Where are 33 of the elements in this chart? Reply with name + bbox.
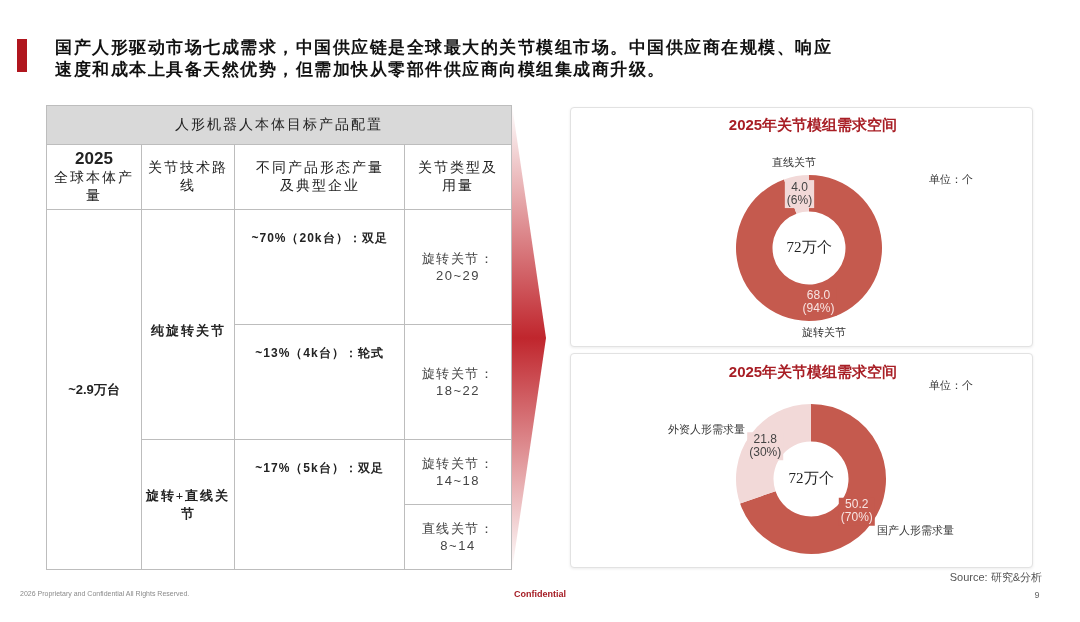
text: 直线关节：8~14 <box>421 521 495 553</box>
chart-title: 2025年关节模组需求空间 <box>728 116 898 134</box>
text: 人形机器人本体目标产品配置 <box>46 105 512 145</box>
text: 旋转+直线关节 <box>145 487 231 521</box>
text: ~2.9万台 <box>68 381 120 397</box>
text: 9 <box>1033 590 1041 600</box>
data-label: 68.0 (94%) <box>802 287 835 315</box>
text: ~13%（4k台）：轮式 <box>255 346 384 360</box>
slice-label: 直线关节 <box>772 156 817 169</box>
text: 2025 <box>74 149 114 169</box>
text: 关节类型及用量 <box>418 160 498 193</box>
slice-label: 旋转关节 <box>801 325 846 338</box>
text: 全球本体产量 <box>53 169 135 205</box>
text: 单位：个 <box>929 378 973 391</box>
text: ~70%（20k台）：双足 <box>251 231 388 245</box>
text: Confidential <box>513 589 567 599</box>
text: 72万个 <box>786 238 832 255</box>
text: 纯旋转关节 <box>150 322 226 338</box>
text: 旋转关节：18~22 <box>421 366 495 398</box>
text: 旋转关节：20~29 <box>421 251 495 283</box>
text: 国产人形驱动市场七成需求，中国供应链是全球最大的关节模组市场。中国供应商在规模、响应速度和成本上具备天然优势，但需加快从零部件供应商向模组集成商升级。 <box>55 37 833 81</box>
chart-title: 2025年关节模组需求空间 <box>728 363 898 381</box>
text: 旋转关节：14~18 <box>421 456 495 488</box>
slice-label: 外资人形需求量 <box>668 422 746 435</box>
text: 单位：个 <box>929 172 973 185</box>
source-note: Source: 研究&分析 <box>948 570 1042 585</box>
text: 72万个 <box>788 469 834 486</box>
text: ~17%（5k台）：双足 <box>255 461 384 475</box>
text: 不同产品形态产量及典型企业 <box>255 160 384 193</box>
slice-label: 国产人形需求量 <box>876 523 954 536</box>
text: 关节技术路线 <box>148 160 228 193</box>
data-label: 50.2 (70%) <box>840 497 873 525</box>
data-label: 21.8 (30%) <box>749 432 782 460</box>
